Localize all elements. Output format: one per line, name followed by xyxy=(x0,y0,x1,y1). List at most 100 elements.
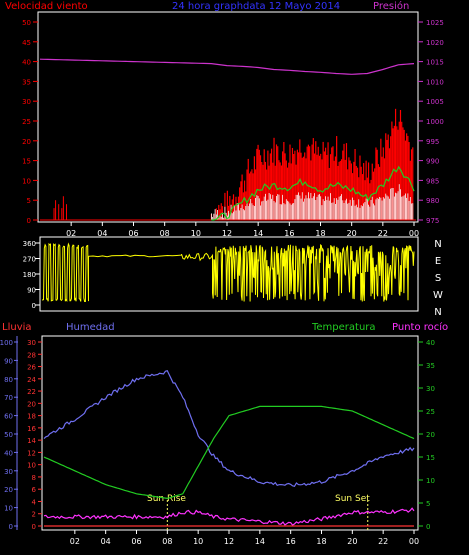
humidity-tick-label: 60 xyxy=(4,413,13,421)
temp-tick-label: 10 xyxy=(426,477,435,485)
hour-label: 02 xyxy=(70,537,80,546)
rain-tick-label: 8 xyxy=(32,474,36,482)
humidity-tick-label: 0 xyxy=(9,523,13,531)
series-line-dewpoint xyxy=(43,507,415,526)
rain-tick-label: 28 xyxy=(27,351,36,359)
direction-tick-label: 270 xyxy=(23,256,36,264)
wind-tick-label: 25 xyxy=(22,118,31,126)
compass-label: S xyxy=(435,273,441,284)
hour-label: 00 xyxy=(409,229,419,238)
hour-label: 10 xyxy=(193,537,203,546)
rain-tick-label: 26 xyxy=(27,364,36,372)
compass-label: W xyxy=(433,290,443,301)
rain-tick-label: 6 xyxy=(32,486,37,494)
rain-tick-label: 14 xyxy=(27,437,36,445)
rain-tick-label: 16 xyxy=(27,425,36,433)
hour-label: 12 xyxy=(222,229,232,238)
hour-label: 08 xyxy=(162,537,172,546)
wind-tick-label: 20 xyxy=(22,138,31,146)
axes-layer: 0510152025303540455097598098599099510001… xyxy=(0,19,444,546)
temp-tick-label: 5 xyxy=(426,500,430,508)
rain-tick-label: 2 xyxy=(32,511,36,519)
hour-label: 10 xyxy=(191,229,201,238)
rain-tick-label: 30 xyxy=(27,339,36,347)
series-line-temperature xyxy=(43,405,415,500)
hour-label: 02 xyxy=(66,229,76,238)
direction-tick-label: 90 xyxy=(27,287,36,295)
hour-label: 14 xyxy=(255,537,265,546)
rain-tick-label: 0 xyxy=(32,523,36,531)
pressure-title: Presión xyxy=(373,0,409,12)
pressure-tick-label: 995 xyxy=(426,138,439,146)
rain-tick-label: 4 xyxy=(32,498,37,506)
wind-tick-label: 0 xyxy=(27,217,31,225)
rain-tick-label: 12 xyxy=(27,449,36,457)
wind-tick-label: 5 xyxy=(27,197,31,205)
humidity-tick-label: 100 xyxy=(0,339,13,347)
pressure-tick-label: 1000 xyxy=(426,118,444,126)
wind-tick-label: 35 xyxy=(22,78,31,86)
rain-tick-label: 24 xyxy=(27,376,36,384)
humidity-tick-label: 90 xyxy=(4,357,13,365)
hour-label: 04 xyxy=(101,537,111,546)
pressure-tick-label: 985 xyxy=(426,177,439,185)
rain-tick-label: 20 xyxy=(27,400,36,408)
pressure-tick-label: 980 xyxy=(426,197,439,205)
graph-title: 24 hora graphdata 12 Mayo 2014 xyxy=(172,1,340,12)
direction-tick-label: 360 xyxy=(23,240,36,248)
wind-tick-label: 45 xyxy=(22,39,31,47)
pressure-tick-label: 1015 xyxy=(426,59,444,67)
hour-label: 16 xyxy=(284,229,294,238)
marks-layer xyxy=(39,58,416,527)
temp-tick-label: 20 xyxy=(426,431,435,439)
compass-label: E xyxy=(435,256,441,267)
pressure-line xyxy=(39,58,415,75)
direction-tick-label: 0 xyxy=(32,302,36,310)
pressure-tick-label: 1010 xyxy=(426,78,444,86)
sunrise-label: Sun Rise xyxy=(147,494,186,504)
humidity-tick-label: 70 xyxy=(4,394,13,402)
hour-label: 16 xyxy=(286,537,296,546)
wind-tick-label: 30 xyxy=(22,98,31,106)
compass-label: N xyxy=(434,239,441,250)
hour-label: 14 xyxy=(253,229,263,238)
humidity-tick-label: 20 xyxy=(4,486,13,494)
wind-tick-label: 50 xyxy=(22,19,31,27)
rain-title: Lluvia xyxy=(2,322,32,333)
hour-label: 20 xyxy=(347,229,357,238)
pressure-tick-label: 1020 xyxy=(426,39,444,47)
wind-avg-line xyxy=(211,165,415,221)
temp-tick-label: 15 xyxy=(426,454,435,462)
temp-panel-frame xyxy=(41,335,419,531)
pressure-tick-label: 1005 xyxy=(426,98,444,106)
rain-tick-label: 18 xyxy=(27,413,36,421)
pressure-tick-label: 1025 xyxy=(426,19,444,27)
hour-label: 06 xyxy=(128,229,138,238)
hour-label: 00 xyxy=(409,537,419,546)
wind-tick-label: 40 xyxy=(22,59,31,67)
hour-label: 22 xyxy=(378,537,388,546)
hour-label: 22 xyxy=(378,229,388,238)
temp-tick-label: 0 xyxy=(426,523,430,531)
humidity-tick-label: 10 xyxy=(4,505,13,513)
wind-panel-frame xyxy=(37,11,419,223)
temp-tick-label: 35 xyxy=(426,362,435,370)
hour-label: 18 xyxy=(315,229,325,238)
humidity-tick-label: 30 xyxy=(4,468,13,476)
wind-tick-label: 15 xyxy=(22,158,31,166)
wind-direction-line xyxy=(41,242,415,302)
hour-label: 20 xyxy=(347,537,357,546)
humidity-tick-label: 80 xyxy=(4,376,13,384)
hour-label: 08 xyxy=(160,229,170,238)
hour-label: 12 xyxy=(224,537,234,546)
pressure-tick-label: 990 xyxy=(426,158,439,166)
wind-tick-label: 10 xyxy=(22,177,31,185)
hour-label: 04 xyxy=(97,229,107,238)
compass-label: N xyxy=(434,307,441,318)
wind-speed-title: Velocidad viento xyxy=(5,1,88,12)
rain-tick-label: 10 xyxy=(27,462,36,470)
hour-label: 06 xyxy=(131,537,141,546)
series-line-humidity xyxy=(43,369,415,487)
humidity-title: Humedad xyxy=(66,322,115,333)
